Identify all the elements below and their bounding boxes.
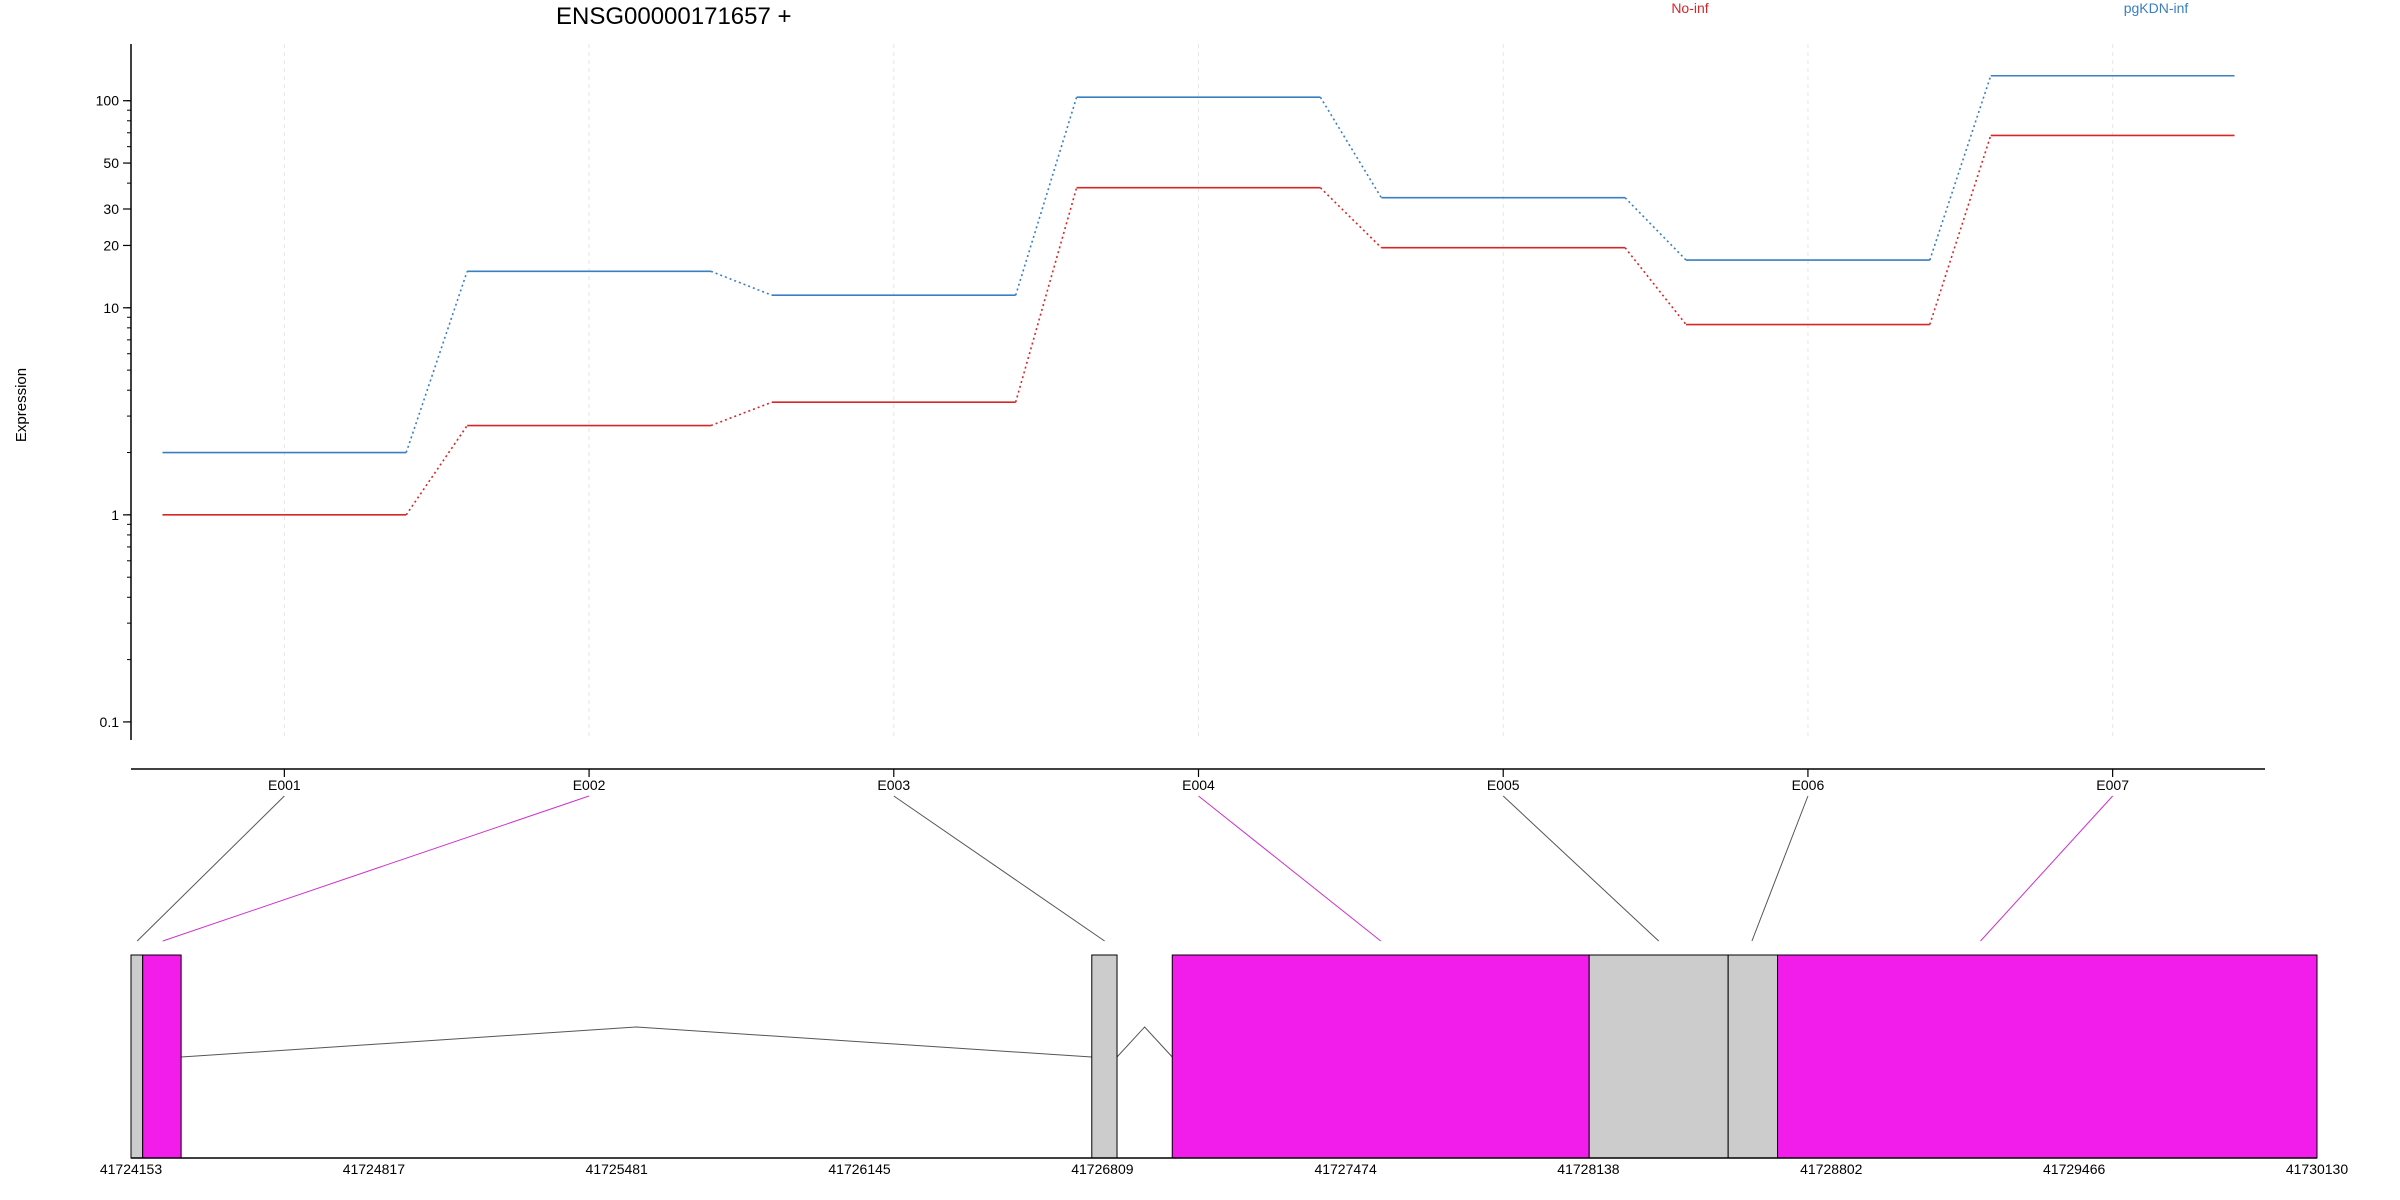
grid-lines: [283, 44, 2114, 740]
series-connector: [1624, 247, 1687, 326]
series-connector: [1319, 187, 1382, 249]
exon-block: [1091, 954, 1118, 1159]
exon-block: [1777, 954, 2318, 1159]
genomic-tick-label: 41726809: [1071, 1161, 1134, 1177]
series-connector: [1319, 96, 1383, 199]
series-lines: [162, 74, 2235, 516]
series-connector: [1624, 197, 1687, 261]
y-tick-label: 20: [103, 237, 119, 253]
y-tick-label: 100: [96, 93, 120, 109]
x-tick-label: E006: [1792, 777, 1825, 793]
genomic-tick-label: 41727474: [1314, 1161, 1377, 1177]
series-connector: [405, 271, 468, 453]
series-connector: [710, 401, 773, 427]
exon-link-line: [1502, 795, 1660, 942]
intron: [1116, 1026, 1173, 1058]
exon-block: [1171, 954, 1590, 1159]
y-tick-label: 50: [103, 155, 119, 171]
gene-model: 41724153 41724817 41725481 41726145 41726809…: [100, 954, 2349, 1177]
x-tick-label: E005: [1487, 777, 1520, 793]
genomic-tick-label: 41730130: [2286, 1161, 2349, 1177]
genomic-tick-label: 41728802: [1800, 1161, 1863, 1177]
series-connector: [1929, 75, 1992, 261]
x-tick-label: E007: [2096, 777, 2129, 793]
x-tick-label: E001: [268, 777, 301, 793]
y-axis-label: Expression: [13, 368, 30, 442]
chart-title: ENSG00000171657 +: [556, 3, 792, 30]
series-connector: [405, 425, 468, 516]
series-No-inf: [162, 134, 2235, 516]
exon-link-line: [893, 795, 1105, 942]
genomic-tick-label: 41724817: [343, 1161, 406, 1177]
series-connector: [1014, 187, 1078, 403]
y-tick-label: 0.1: [100, 714, 120, 730]
exon-link-line: [162, 795, 590, 942]
x-tick-label: E003: [877, 777, 910, 793]
exon-block: [130, 954, 144, 1159]
x-tick-label: E002: [573, 777, 606, 793]
intron: [181, 1026, 1092, 1058]
genomic-tick-label: 41728138: [1557, 1161, 1620, 1177]
exon-block: [142, 954, 182, 1159]
legend-entry: pgKDN-inf: [2124, 0, 2189, 16]
genomic-tick-label: 41725481: [586, 1161, 649, 1177]
legend: No-inf pgKDN-inf: [1671, 0, 2188, 16]
y-tick-label: 30: [103, 201, 119, 217]
genomic-tick-label: 41729466: [2043, 1161, 2106, 1177]
exon-link-line: [136, 795, 285, 942]
series-connector: [710, 270, 773, 296]
series-connector: [1014, 96, 1078, 296]
series-pgKDN-inf: [162, 74, 2235, 454]
exon-block: [1727, 954, 1779, 1159]
exon-link-line: [1980, 795, 2114, 942]
y-tick-label: 1: [111, 507, 119, 523]
exon-link-line: [1751, 795, 1809, 942]
legend-entry: No-inf: [1671, 0, 1708, 16]
y-tick-label: 10: [103, 300, 119, 316]
exon-link-line: [1198, 795, 1382, 942]
genomic-tick-label: 41726145: [828, 1161, 891, 1177]
genomic-tick-label: 41724153: [100, 1161, 163, 1177]
x-tick-label: E004: [1182, 777, 1215, 793]
axes: 0.1 1 10 20 30 50 100 E001 E002 E003 E004 E005 E006 E…: [96, 44, 2265, 793]
series-connector: [1929, 135, 1992, 325]
exon-block: [1588, 954, 1729, 1159]
exon-link-lines: [136, 795, 2114, 942]
